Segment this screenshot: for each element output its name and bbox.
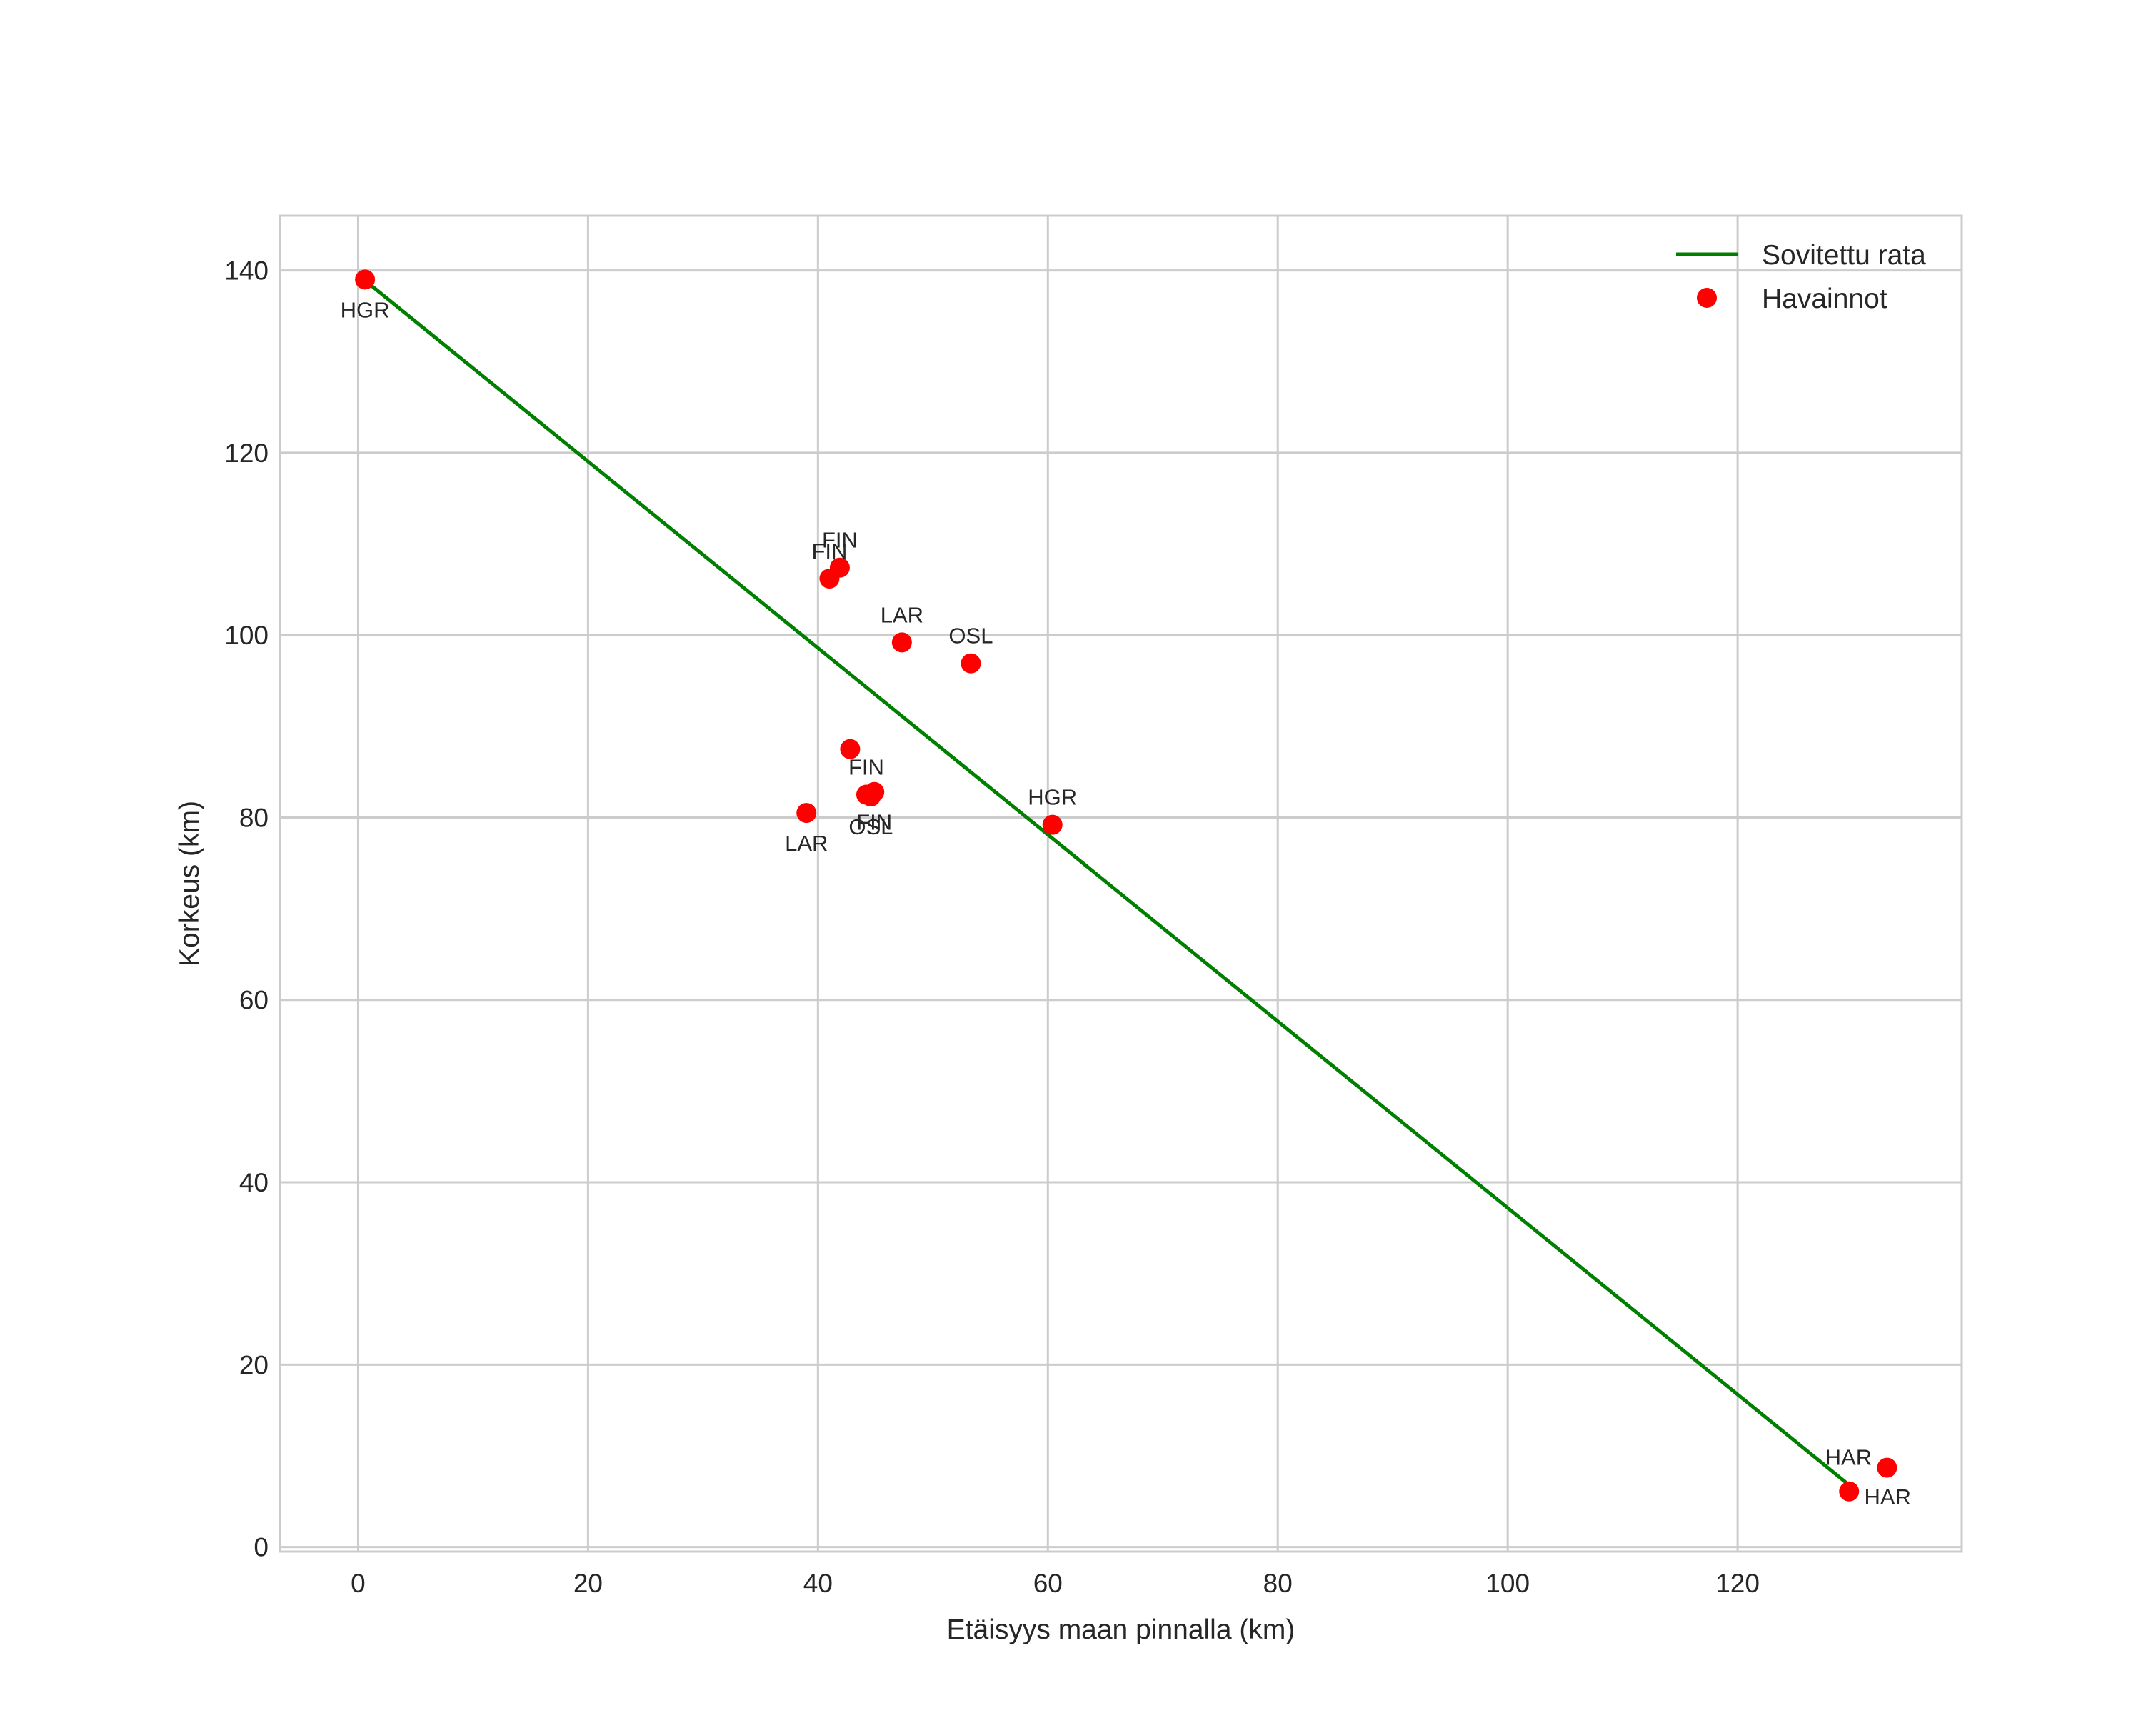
- observation-point: [1042, 814, 1063, 835]
- y-tick-label: 140: [224, 256, 269, 286]
- x-tick-label: 80: [1263, 1569, 1293, 1598]
- point-label: HAR: [1825, 1445, 1872, 1470]
- y-tick-label: 120: [224, 439, 269, 468]
- point-label: FIN: [848, 755, 884, 780]
- point-label: LAR: [881, 602, 923, 627]
- y-tick-label: 40: [239, 1168, 269, 1197]
- point-label: OSL: [848, 814, 893, 839]
- x-axis-label: Etäisyys maan pinnalla (km): [947, 1614, 1295, 1645]
- y-tick-label: 0: [254, 1533, 269, 1562]
- point-label: OSL: [948, 624, 993, 649]
- x-tick-label: 20: [573, 1569, 603, 1598]
- point-label: FIN: [822, 528, 858, 553]
- x-tick-label: 60: [1033, 1569, 1063, 1598]
- x-tick-label: 120: [1715, 1569, 1760, 1598]
- x-tick-label: 100: [1485, 1569, 1530, 1598]
- legend-point-swatch: [1697, 288, 1717, 308]
- point-label: LAR: [785, 831, 828, 856]
- point-label: HGR: [341, 297, 390, 322]
- y-axis-label: Korkeus (km): [174, 801, 205, 967]
- legend: Sovitettu rata Havainnot: [1676, 240, 1926, 314]
- observation-point: [796, 803, 817, 824]
- y-tick-label: 100: [224, 621, 269, 650]
- fitted-line-layer: [362, 278, 1854, 1489]
- point-label: FIN: [811, 539, 847, 564]
- observation-point: [1839, 1481, 1860, 1502]
- point-label: HGR: [1028, 785, 1077, 810]
- observation-points-layer: [355, 269, 1897, 1502]
- legend-label-observations: Havainnot: [1762, 284, 1887, 314]
- y-tick-label: 60: [239, 986, 269, 1015]
- point-label: HAR: [1865, 1484, 1911, 1509]
- observation-point: [961, 653, 981, 674]
- observation-point: [840, 739, 861, 759]
- point-label: FIN: [856, 810, 892, 835]
- observation-point: [861, 786, 881, 807]
- x-tick-label: 0: [351, 1569, 366, 1598]
- fitted-trajectory-line: [362, 278, 1854, 1489]
- legend-label-fitted-line: Sovitettu rata: [1762, 240, 1926, 271]
- plot-frame: [279, 214, 1963, 1553]
- grid: [280, 216, 1962, 1552]
- tick-labels-layer: 0 20 40 60 80 100 120 0 20 40 60 80 100 120 140: [224, 256, 1760, 1598]
- observation-point: [1877, 1457, 1897, 1478]
- observation-point: [355, 269, 376, 290]
- y-tick-label: 80: [239, 803, 269, 832]
- x-tick-label: 40: [803, 1569, 833, 1598]
- y-tick-label: 20: [239, 1350, 269, 1379]
- observation-point: [829, 557, 850, 578]
- observation-point: [891, 632, 912, 653]
